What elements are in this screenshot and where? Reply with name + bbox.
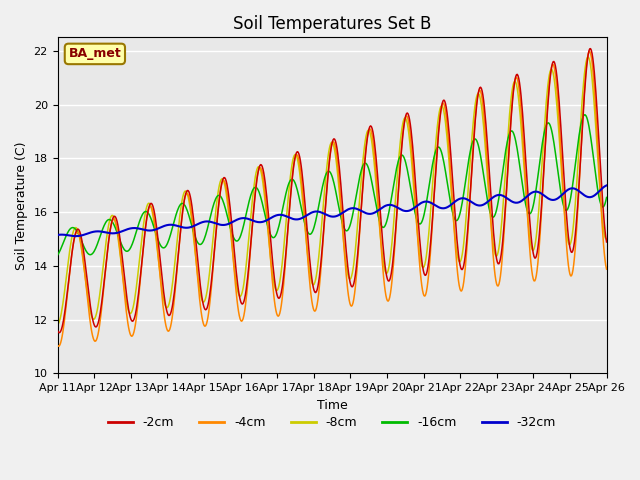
Title: Soil Temperatures Set B: Soil Temperatures Set B [233,15,431,33]
Text: BA_met: BA_met [68,48,121,60]
Y-axis label: Soil Temperature (C): Soil Temperature (C) [15,141,28,270]
Legend: -2cm, -4cm, -8cm, -16cm, -32cm: -2cm, -4cm, -8cm, -16cm, -32cm [103,411,561,434]
X-axis label: Time: Time [317,398,348,412]
